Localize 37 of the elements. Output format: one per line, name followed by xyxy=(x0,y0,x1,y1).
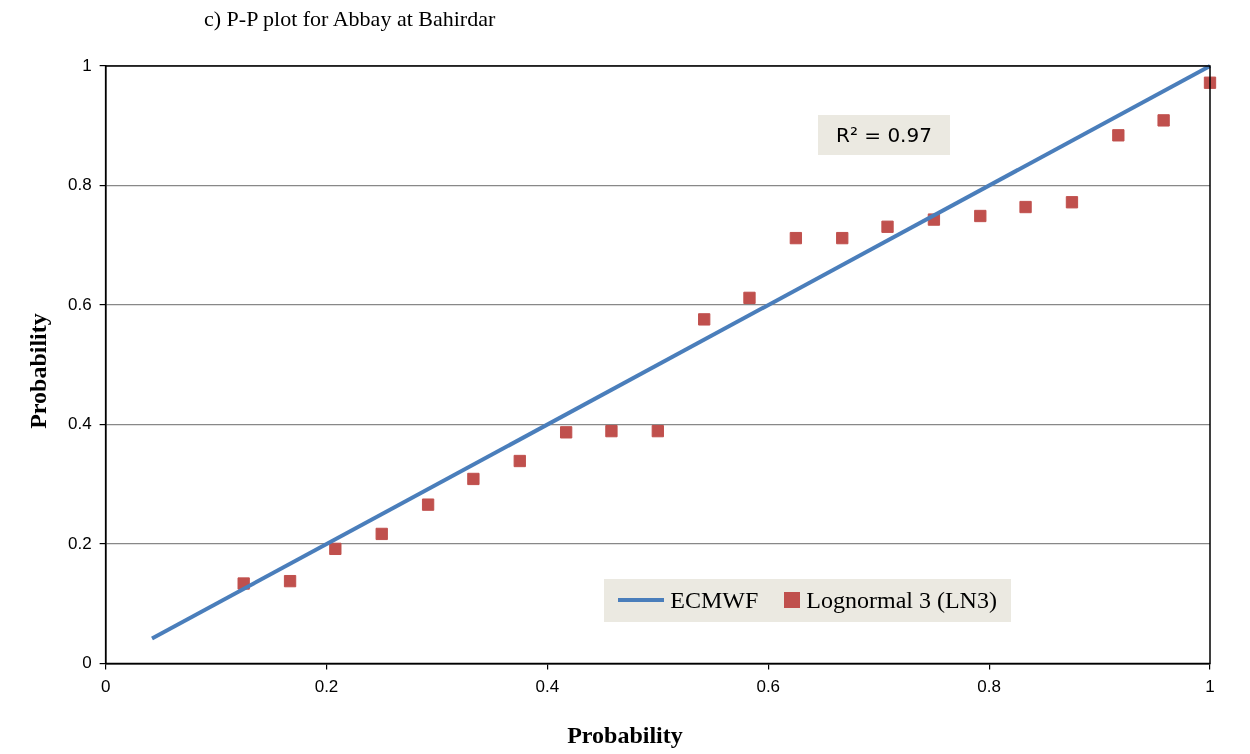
x-tick-label: 1 xyxy=(1205,677,1215,697)
y-tick-label: 1 xyxy=(82,55,92,75)
annotation: R² = 0.97 xyxy=(818,115,950,155)
point xyxy=(329,542,342,556)
point xyxy=(560,426,573,439)
point xyxy=(467,472,480,486)
point xyxy=(513,454,526,468)
point xyxy=(743,291,756,305)
point xyxy=(789,231,803,245)
legend-label: ECMWF xyxy=(670,586,759,614)
x-tick-label: 0.8 xyxy=(977,677,1001,697)
point xyxy=(1112,129,1125,142)
x-tick-label: 0.4 xyxy=(535,677,560,697)
point xyxy=(605,424,618,438)
y-tick-label: 0.8 xyxy=(67,175,92,195)
point xyxy=(421,498,435,511)
legend-label: Lognormal 3 (LN3) xyxy=(806,586,997,614)
point xyxy=(375,527,388,541)
point xyxy=(651,424,664,438)
point xyxy=(1157,114,1170,127)
point xyxy=(836,231,849,245)
x-tick-label: 0.2 xyxy=(314,677,339,697)
point xyxy=(283,574,297,588)
x-axis-title: Probability xyxy=(566,722,684,749)
y-tick-label: 0.4 xyxy=(67,414,92,434)
chart-title: c) P-P plot for Abbay at Bahirdar xyxy=(200,6,500,32)
y-tick-label: 0.2 xyxy=(67,533,92,553)
y-tick-label: 0.6 xyxy=(67,294,92,314)
point xyxy=(1065,196,1079,209)
x-tick-label: 0.6 xyxy=(756,677,781,697)
point xyxy=(974,209,987,223)
point xyxy=(881,220,894,233)
point xyxy=(1019,200,1032,214)
y-tick-label: 0 xyxy=(82,653,92,673)
point xyxy=(698,313,711,326)
x-tick-label: 0 xyxy=(100,677,111,697)
y-axis-title: Probability xyxy=(24,313,52,429)
